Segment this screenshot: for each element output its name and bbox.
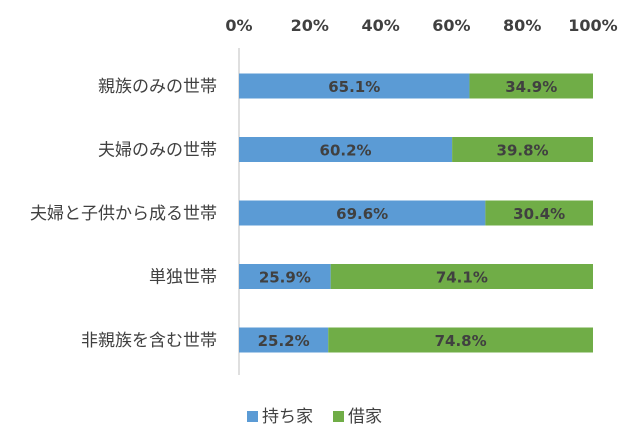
category-label: 非親族を含む世帯 [81,331,217,351]
bar-segment [485,200,593,226]
x-tick-label: 20% [291,16,329,35]
data-label: 74.1% [436,269,488,287]
bar-segment [239,137,453,162]
category-label: 夫婦のみの世帯 [98,141,217,161]
legend-swatch [247,411,258,422]
data-label: 34.9% [505,78,557,96]
bar-segment [239,264,331,289]
x-tick-label: 100% [568,16,617,35]
bar-segment [452,137,593,162]
legend-label: 借家 [348,407,382,427]
data-label: 69.6% [336,205,388,223]
data-label: 60.2% [320,142,372,160]
legend-swatch [333,411,344,422]
data-label: 25.2% [258,332,310,350]
x-tick-label: 80% [503,16,541,35]
x-tick-label: 60% [432,16,470,35]
bar-segment [328,327,593,353]
bar-segment [469,73,593,99]
data-label: 74.8% [435,332,487,350]
legend-label: 持ち家 [262,407,313,427]
category-label: 親族のみの世帯 [98,77,217,97]
x-tick-label: 0% [225,16,252,35]
bar-segment [239,327,329,353]
bar-segment [239,73,470,99]
bar-segment [330,264,593,289]
data-label: 30.4% [513,205,565,223]
x-tick-label: 40% [361,16,399,35]
category-label: 夫婦と子供から成る世帯 [30,204,217,224]
data-label: 65.1% [328,78,380,96]
bar-segment [239,200,486,226]
category-label: 単独世帯 [149,268,217,288]
data-label: 39.8% [497,142,549,160]
data-label: 25.9% [259,269,311,287]
